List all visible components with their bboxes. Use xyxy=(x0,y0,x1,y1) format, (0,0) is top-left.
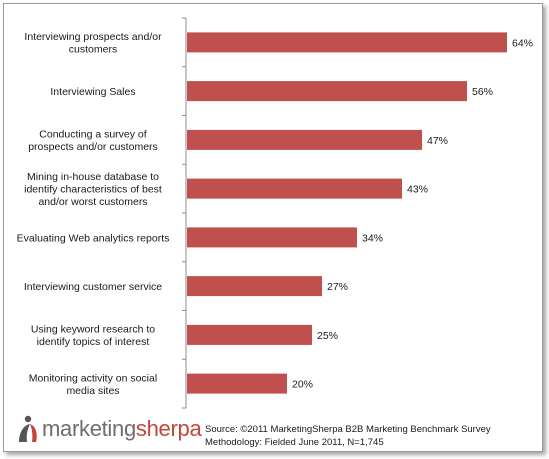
data-label: 25% xyxy=(317,330,338,342)
sherpa-figure-icon xyxy=(19,415,37,442)
category-label-line: prospects and/or customers xyxy=(28,141,158,153)
category-label: Interviewing customer service xyxy=(24,281,162,293)
category-label-line: identify characteristics of best xyxy=(24,184,162,196)
category-label: Conducting a survey of prospects and/or c… xyxy=(28,129,158,154)
bar xyxy=(187,81,467,102)
bar xyxy=(187,373,287,394)
category-label-line: identify topics of interest xyxy=(37,336,150,348)
data-label: 43% xyxy=(407,184,428,196)
data-label: 64% xyxy=(512,37,533,49)
category-label-line: media sites xyxy=(66,385,119,397)
methodology-line: Methodology: Fielded June 2011, N=1,745 xyxy=(205,437,384,448)
category-label: Monitoring activity on social media sites xyxy=(29,372,157,397)
data-label: 47% xyxy=(427,135,448,147)
bar xyxy=(187,32,507,53)
bar xyxy=(187,129,422,150)
bar xyxy=(187,227,357,248)
category-label-line: Interviewing Sales xyxy=(50,86,135,98)
category-label: Using keyword research to identify topics… xyxy=(31,324,155,349)
category-label-line: Evaluating Web analytics reports xyxy=(17,232,170,244)
data-label: 27% xyxy=(327,281,348,293)
category-label: Interviewing prospects and/or customers xyxy=(24,31,162,56)
category-label: Evaluating Web analytics reports xyxy=(17,232,170,244)
category-label-line: Interviewing prospects and/or xyxy=(24,31,162,43)
category-label-line: Conducting a survey of xyxy=(39,129,146,141)
bar xyxy=(187,178,402,199)
source-line: Source: ©2011 MarketingSherpa B2B Market… xyxy=(205,424,491,435)
category-label-line: and/or worst customers xyxy=(38,196,147,208)
category-label-line: customers xyxy=(69,44,117,56)
logo-word-sherpa: sherpa xyxy=(135,416,202,441)
marketingsherpa-logo: marketing sherpa xyxy=(14,413,202,445)
category-label-line: Using keyword research to xyxy=(31,324,155,336)
bar xyxy=(187,324,312,345)
source-note: Source: ©2011 MarketingSherpa B2B Market… xyxy=(205,423,491,449)
bar xyxy=(187,276,322,297)
category-label: Mining in-house database to identify char… xyxy=(24,171,162,208)
data-label: 56% xyxy=(472,86,493,98)
category-label-line: Interviewing customer service xyxy=(24,281,162,293)
category-label: Interviewing Sales xyxy=(50,86,135,98)
category-label-line: Monitoring activity on social xyxy=(29,372,157,384)
logo-word-marketing: marketing xyxy=(42,416,136,441)
data-label: 34% xyxy=(362,232,383,244)
category-label-line: Mining in-house database to xyxy=(27,171,159,183)
data-label: 20% xyxy=(292,379,313,391)
